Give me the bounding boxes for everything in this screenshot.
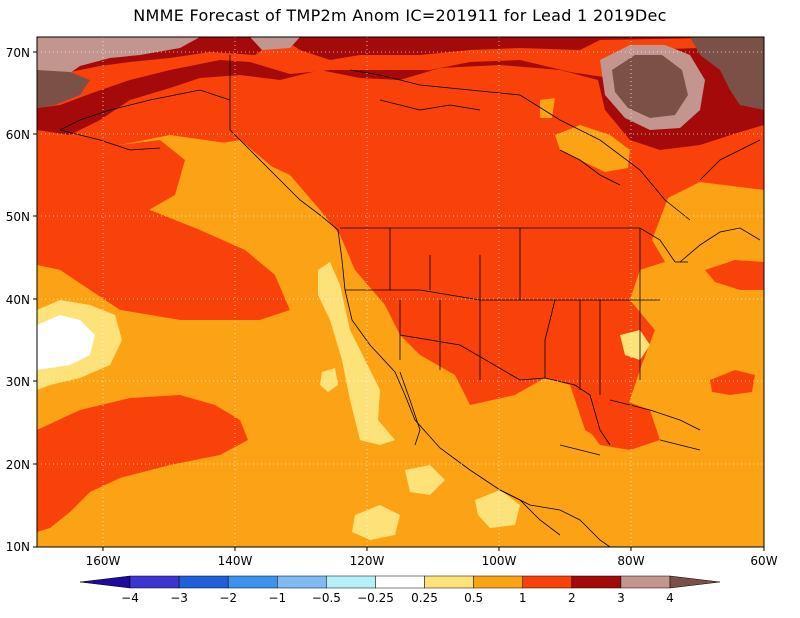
colorbar-segment (473, 575, 523, 589)
map-title: NMME Forecast of TMP2m Anom IC=201911 fo… (133, 6, 667, 25)
lon-label-60w: 60W (750, 554, 777, 568)
latitude-labels: 70N 60N 50N 40N 30N 20N 10N (6, 46, 30, 554)
colorbar-segment (178, 575, 229, 589)
lat-label-60n: 60N (6, 128, 30, 142)
colorbar-tick-label: −0.5 (312, 591, 341, 605)
colorbar-segment (522, 575, 573, 589)
lon-label-100w: 100W (482, 554, 517, 568)
colorbar-segment (669, 575, 721, 589)
colorbar-segment (326, 575, 376, 589)
colorbar-tick-label: 1 (519, 591, 527, 605)
colorbar-segment (79, 575, 131, 589)
colorbar-segment (424, 575, 474, 589)
colorbar-segment (571, 575, 622, 589)
lat-label-50n: 50N (6, 210, 30, 224)
colorbar-tick-label: −1 (268, 591, 286, 605)
lon-label-80w: 80W (617, 554, 644, 568)
graticule (37, 37, 764, 547)
coastlines (59, 55, 761, 547)
colorbar-tick-label: −3 (170, 591, 188, 605)
colorbar-segment (129, 575, 180, 589)
colorbar-segment (375, 575, 425, 589)
colorbar-tick-label: −0.25 (357, 591, 394, 605)
colorbar-tick-label: 3 (617, 591, 625, 605)
map-frame (36, 36, 765, 548)
colorbar-segment (620, 575, 671, 589)
colorbar-tick-label: 2 (568, 591, 576, 605)
lat-label-70n: 70N (6, 46, 30, 60)
colorbar-segment (227, 575, 278, 589)
colorbar-segment (277, 575, 327, 589)
lat-label-40n: 40N (6, 293, 30, 307)
colorbar-tick-label: 0.25 (411, 591, 438, 605)
colorbar-tick-label: −2 (219, 591, 237, 605)
anomaly-fields (37, 37, 764, 547)
lon-label-120w: 120W (350, 554, 385, 568)
longitude-labels: 160W 140W 120W 100W 80W 60W (86, 554, 778, 568)
colorbar-tick-label: 0.5 (464, 591, 483, 605)
lat-label-20n: 20N (6, 458, 30, 472)
colorbar-tick-label: 4 (666, 591, 674, 605)
lat-label-10n: 10N (6, 540, 30, 554)
lon-label-140w: 140W (218, 554, 253, 568)
lat-label-30n: 30N (6, 375, 30, 389)
lon-label-160w: 160W (86, 554, 121, 568)
colorbar-tick-label: −4 (121, 591, 139, 605)
axis-ticks (33, 51, 765, 551)
colorbar: −4 −3 −2 −1 −0.5 −0.25 0.25 0.5 1 2 3 4 (79, 575, 721, 605)
